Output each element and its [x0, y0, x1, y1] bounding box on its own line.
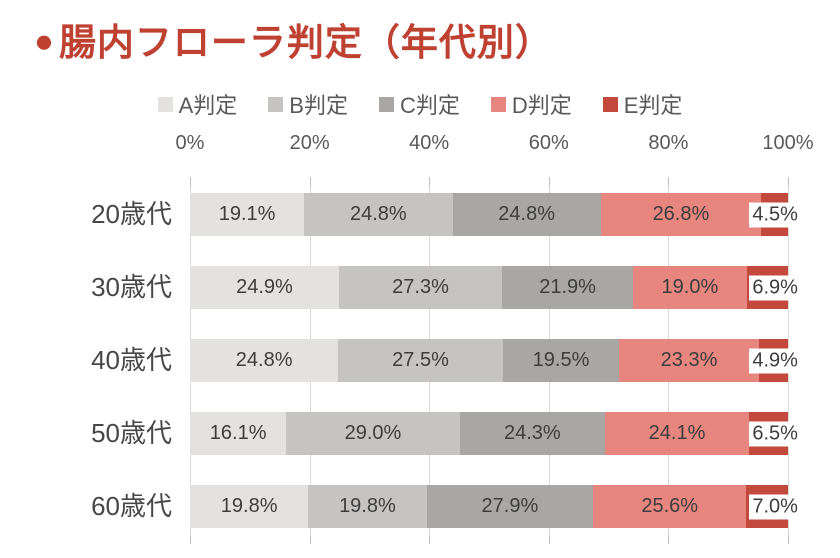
segment-value-label: 23.3% [660, 349, 718, 371]
segment-value-label: 24.3% [503, 422, 561, 444]
bar-segment: 4.5% [749, 193, 801, 236]
legend-label: E判定 [623, 93, 683, 118]
segment-value-label: 19.0% [661, 276, 719, 298]
segment-value-label: 6.5% [749, 421, 801, 446]
segment-value-label: 25.6% [641, 495, 699, 517]
legend: A判定 B判定 C判定 D判定 E判定 [0, 88, 840, 120]
bar-segment: 6.5% [749, 412, 801, 455]
title-bullet-icon: ● [34, 22, 55, 59]
x-axis-tick-label: 60% [528, 132, 569, 154]
bar-segment: 26.8% [600, 193, 762, 236]
segment-value-label: 24.1% [648, 422, 706, 444]
x-axis-tick-label: 20% [289, 132, 330, 154]
legend-item: C判定 [378, 88, 460, 120]
segment-value-label: 26.8% [652, 203, 710, 225]
axis-tick-mark [548, 177, 550, 186]
bar-segment: 21.9% [502, 266, 634, 309]
axis-tick-mark [309, 535, 311, 544]
axis-tick-mark [788, 535, 789, 544]
axis-tick-mark [548, 535, 550, 544]
legend-swatch-icon [490, 96, 506, 112]
segment-value-label: 19.8% [220, 495, 278, 517]
bar-segment: 24.8% [190, 339, 339, 382]
axis-tick-mark [429, 535, 431, 544]
bar-segment: 25.6% [593, 485, 747, 528]
segment-value-label: 24.8% [235, 349, 293, 371]
x-axis-tick-label: 80% [648, 132, 689, 154]
bar-segment: 19.0% [633, 266, 747, 309]
bar-segment: 19.8% [190, 485, 309, 528]
legend-item: B判定 [268, 88, 348, 120]
legend-swatch-icon [378, 96, 394, 112]
chart-title: ● 腸内フローラ判定（年代別） [34, 12, 553, 66]
category-label: 20歳代 [91, 199, 172, 229]
segment-value-label: 4.5% [749, 202, 801, 227]
axis-tick-mark [429, 177, 431, 186]
segment-value-label: 19.5% [532, 349, 590, 371]
segment-value-label: 24.9% [236, 276, 293, 298]
segment-value-label: 7.0% [749, 494, 801, 519]
axis-tick-mark [190, 535, 191, 544]
bar-row: 20歳代 19.1% 24.8% 24.8% 26.8% 4.5% [91, 193, 801, 236]
axis-tick-mark [668, 177, 670, 186]
bar-segment: 23.3% [619, 339, 759, 382]
segment-value-label: 21.9% [539, 276, 596, 298]
bar-row: 60歳代 19.8% 19.8% 27.9% 25.6% 7.0% [91, 485, 801, 528]
axis-tick-mark [309, 177, 311, 186]
category-label: 50歳代 [91, 418, 172, 448]
segment-value-label: 19.1% [218, 203, 276, 225]
category-label: 40歳代 [91, 345, 172, 375]
segment-value-label: 6.9% [749, 275, 801, 300]
chart-title-text: 腸内フローラ判定（年代別） [58, 22, 553, 63]
bar-segment: 24.8% [452, 193, 601, 236]
legend-swatch-icon [602, 96, 618, 112]
legend-swatch-icon [268, 96, 284, 112]
x-axis-tick-label: 100% [762, 132, 814, 154]
bar-segment: 7.0% [746, 485, 801, 528]
bar-row: 40歳代 24.8% 27.5% 19.5% 23.3% 4.9% [91, 339, 801, 382]
legend-item: E判定 [602, 88, 683, 120]
bar-segment: 19.8% [308, 485, 427, 528]
bar-segment: 19.1% [190, 193, 305, 236]
bar-segment: 27.9% [426, 485, 594, 528]
category-label: 30歳代 [91, 272, 172, 302]
bar-segment: 16.1% [190, 412, 287, 455]
x-axis-labels: 0% 20% 40% 60% 80% 100% [176, 132, 814, 158]
segment-value-label: 4.9% [749, 348, 801, 373]
legend-label: D判定 [511, 93, 572, 118]
legend-item: D判定 [490, 88, 572, 120]
legend-item: A判定 [157, 88, 238, 120]
segment-value-label: 16.1% [209, 422, 267, 444]
legend-label: C判定 [399, 93, 460, 118]
bar-row: 50歳代 16.1% 29.0% 24.3% 24.1% 6.5% [91, 412, 801, 455]
category-label: 60歳代 [91, 491, 172, 521]
segment-value-label: 24.8% [349, 203, 407, 225]
axis-tick-mark [788, 177, 789, 186]
axis-tick-mark [190, 177, 191, 186]
axis-tick-mark [668, 535, 670, 544]
bar-segment: 24.8% [304, 193, 453, 236]
bar-segment: 4.9% [749, 339, 801, 382]
bar-segment: 29.0% [286, 412, 460, 455]
segment-value-label: 27.3% [392, 276, 449, 298]
segment-value-label: 19.8% [339, 495, 396, 517]
bar-segment: 24.3% [459, 412, 605, 455]
legend-swatch-icon [157, 96, 173, 112]
bar-segment: 24.9% [190, 266, 339, 309]
segment-value-label: 24.8% [498, 203, 555, 225]
bar-segment: 27.3% [338, 266, 503, 309]
bar-row: 30歳代 24.9% 27.3% 21.9% 19.0% 6.9% [91, 266, 801, 309]
legend-label: B判定 [289, 93, 348, 118]
bar-segment: 24.1% [604, 412, 750, 455]
bar-segment: 19.5% [502, 339, 620, 382]
segment-value-label: 27.9% [481, 495, 539, 517]
x-axis-tick-label: 0% [175, 132, 205, 154]
bar-segment: 6.9% [746, 266, 801, 309]
segment-value-label: 27.5% [392, 349, 449, 371]
segment-value-label: 29.0% [344, 422, 402, 444]
legend-label: A判定 [178, 93, 238, 118]
plot-area: 20歳代 19.1% 24.8% 24.8% 26.8% 4.5% 30歳代 24.9% 27.… [91, 177, 801, 544]
x-axis-tick-label: 40% [409, 132, 450, 154]
bar-segment: 27.5% [338, 339, 503, 382]
